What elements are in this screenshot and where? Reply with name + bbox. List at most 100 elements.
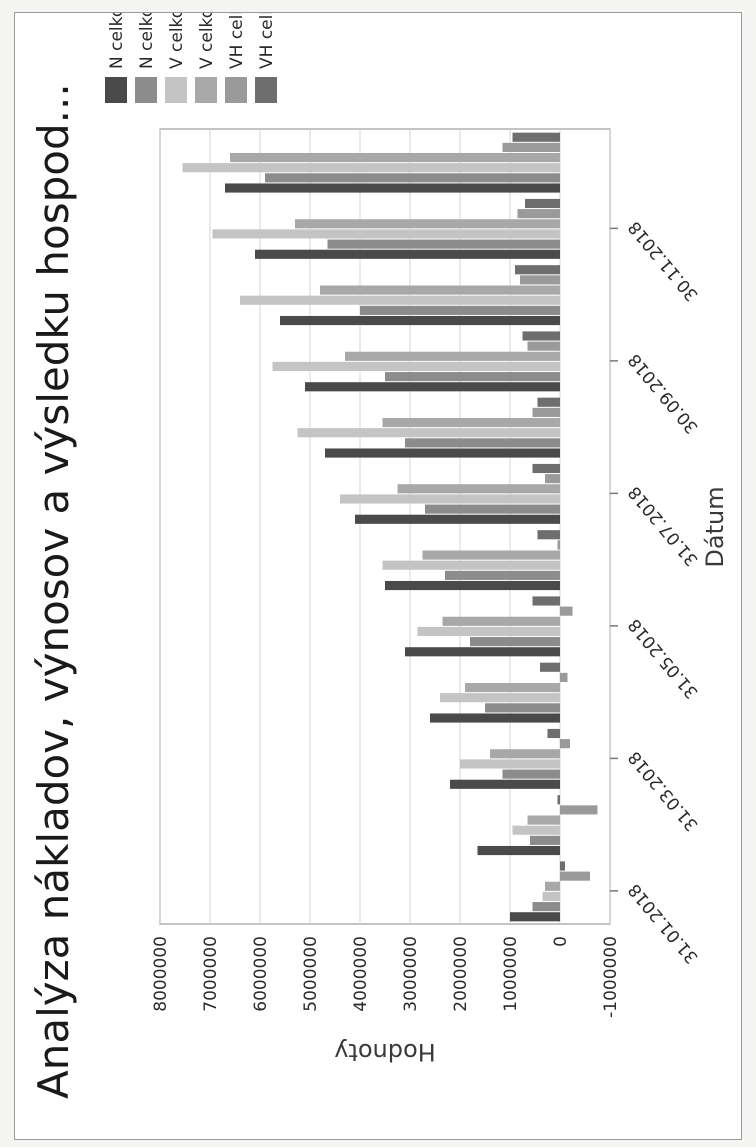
x-tick-label: 31.05.2018 [625,615,703,702]
legend-swatch [105,77,127,103]
bar [490,749,560,759]
bar [295,219,560,229]
bar [382,417,560,428]
bar [545,881,560,891]
bar [385,580,560,591]
bar [320,285,560,295]
bar [297,428,560,438]
bar [465,682,560,693]
legend-swatch [195,77,217,103]
legend-swatch [135,77,157,103]
bar [422,550,560,560]
bar [527,815,560,825]
bar [430,713,560,723]
bar [532,407,560,417]
bar [425,504,560,514]
bar [520,275,560,285]
bar [522,331,560,341]
grid-layer [159,128,611,925]
bar [417,626,560,637]
bar [517,209,560,219]
bar [240,295,560,305]
bar [525,198,560,209]
bar [445,570,560,580]
bar [355,514,560,524]
y-tick-label: 0 [551,936,571,947]
bar [510,912,560,922]
bar [532,902,560,912]
y-tick-label: -1000000 [601,936,621,1018]
bar [230,152,560,163]
bar [560,861,565,871]
bar [560,672,568,682]
bar [537,530,560,540]
bar [265,173,560,183]
legend-layer: N celkové N celkové RO V celkové V celkové … [105,13,277,103]
x-tick-label: 31.03.2018 [625,747,703,834]
bar [325,448,560,458]
bar [280,315,560,326]
bar [547,728,560,739]
bar [542,891,560,902]
bar [225,183,560,193]
legend-label: N celkové [107,13,127,69]
bar [440,693,560,703]
bar [527,341,560,351]
bar [477,845,560,856]
bar [442,616,560,626]
y-axis-title: Hodnoty [334,1038,435,1066]
bar [405,438,560,448]
bar [512,132,560,142]
y-tick-label: 5000000 [301,936,321,1012]
legend-label: V celkové RO [197,13,217,69]
bar [340,494,560,504]
bar [255,249,560,259]
bar [512,825,560,835]
x-tick-label: 31.07.2018 [625,482,703,569]
x-tick-label: 30.09.2018 [625,350,703,437]
bar [327,239,560,249]
legend-label: N celkové RO [137,13,157,69]
legend-label: VH celkový [227,13,247,69]
bar [560,739,570,749]
legend-swatch [165,77,187,103]
bar [485,703,560,713]
bar [560,606,573,616]
bar [515,265,560,275]
bar [545,474,560,484]
bar [557,795,560,805]
x-tick-label: 30.11.2018 [625,217,703,304]
bar [212,229,560,239]
x-axis-title: Dátum [701,486,729,567]
bar [305,382,560,392]
y-tick-label: 2000000 [451,936,471,1012]
x-tick-label: 31.01.2018 [625,880,703,967]
bar [405,647,560,657]
chart-stage: Analýza nákladov, výnosov a výsledku hos… [15,13,741,1139]
bar [397,484,560,494]
bar [382,560,560,570]
bar [460,759,560,769]
bar [450,779,560,789]
y-tick-label: 3000000 [401,936,421,1012]
bar [385,372,560,382]
bar [182,163,560,173]
bar [502,769,560,779]
bar [532,463,560,474]
legend-swatch [225,77,247,103]
y-tick-label: 8000000 [151,936,171,1012]
bar [530,835,560,845]
bar [345,351,560,361]
bar [532,596,560,606]
bar [360,305,560,315]
bar [537,397,560,407]
bar [470,637,560,647]
bar [502,142,560,152]
chart-svg: 8000000 7000000 6000000 5000000 4000000 30000… [105,13,729,1066]
legend-swatch [255,77,277,103]
y-tick-label: 4000000 [351,936,371,1012]
y-tick-label: 1000000 [501,936,521,1012]
bar [560,805,598,815]
y-tick-label: 6000000 [251,936,271,1012]
chart-page: Analýza nákladov, výnosov a výsledku hos… [14,12,742,1140]
